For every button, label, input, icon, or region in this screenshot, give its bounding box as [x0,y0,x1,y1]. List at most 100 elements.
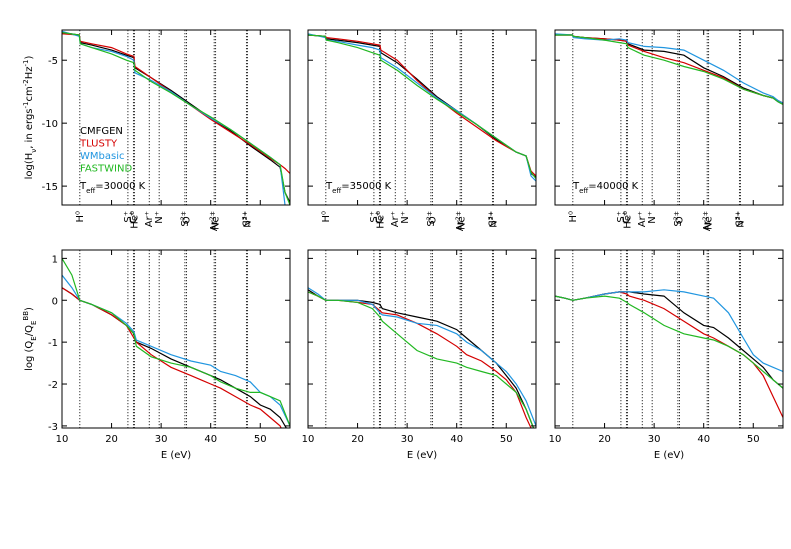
label-part: Hz [24,66,35,79]
edge-label: N²⁺ [735,211,746,228]
edge-label: C⁺ [621,211,632,223]
label-part: T [572,181,580,192]
label-part: log(H [24,153,35,180]
x-axis-label: E (eV) [161,450,191,461]
series-line [62,258,290,427]
edge-label: He⁰ [129,211,140,229]
series-line [62,33,290,174]
label-part: -2 [22,79,30,86]
series-line [308,34,536,177]
label-part: /Q [24,325,35,336]
x-axis-label: E (eV) [407,450,437,461]
edge-label: H⁰ [568,211,579,223]
x-tick-label: 30 [401,434,414,445]
panel: H⁰ S⁺C⁺He⁰ Ar⁺N⁺ S²⁺O⁺ Ar²⁺Ne⁺ S³⁺N²⁺ Teff=400… [554,29,784,231]
label-part: log (Q [24,341,35,371]
edge-label: H⁰ [75,211,86,223]
series-line [62,31,290,205]
panel: 10 20 30 40 50 E (eV) [549,249,784,461]
label-part: , in ergs [24,108,35,148]
label-part: BB [22,311,30,321]
edge-label: Ar⁺ [637,211,648,227]
y-axis-label: log (QE/QEBB) [22,307,38,371]
edge-label: S⁺ [123,211,134,223]
frame [554,249,784,429]
frame [307,29,537,206]
x-tick-label: 20 [351,434,364,445]
label-part: eff [332,187,341,195]
series-line [555,291,783,389]
edge-label: Ne⁺ [457,211,468,230]
x-tick-label: 20 [598,434,611,445]
y-tick-label: -5 [48,56,58,67]
edge-label: S²⁺ [180,211,191,227]
series-line [308,291,535,428]
edge-label: O⁺ [674,211,685,224]
series-line [62,287,287,428]
edge-label: Ar²⁺ [702,211,713,231]
edge-label: C⁺ [128,211,139,223]
series-line [555,34,783,105]
x-tick-label: 40 [697,434,710,445]
series-line [555,295,783,389]
edge-label: Ar²⁺ [455,211,466,231]
edge-label: Ar²⁺ [209,211,220,231]
label-part: E [30,336,38,340]
label-part: =30000 K [95,181,145,192]
label-part: cm [24,86,35,101]
x-tick-label: 40 [204,434,217,445]
label-part: -1 [22,60,30,67]
edge-label: Ar⁺ [144,211,155,227]
legend-entry: TLUSTY [79,139,118,150]
edge-label: N⁺ [400,211,411,224]
edge-label: N⁺ [154,211,165,224]
series-line [308,34,536,179]
edge-label: S³⁺ [734,211,745,227]
x-tick-label: 20 [105,434,118,445]
edge-label: S²⁺ [673,211,684,227]
label-part: eff [86,187,95,195]
edge-label: S³⁺ [487,211,498,227]
x-tick-label: 10 [549,434,562,445]
x-tick-label: 50 [254,434,267,445]
edge-label: O⁺ [427,211,438,224]
series-line [308,289,535,428]
y-tick-label: -10 [42,119,58,130]
label-part: ν [30,149,38,153]
panel: H⁰ S⁺C⁺He⁰ Ar⁺N⁺ S²⁺O⁺ Ar²⁺Ne⁺ S³⁺N²⁺ Teff=350… [307,29,537,231]
edge-label: N⁺ [647,211,658,224]
label-part: T [325,181,333,192]
frame [307,249,537,429]
panel: H⁰ S⁺C⁺He⁰ Ar⁺N⁺ S²⁺O⁺ Ar²⁺Ne⁺ S³⁺N²⁺ -5 -10 -15… [22,29,291,231]
edge-label: C⁺ [374,211,385,223]
x-axis-label: E (eV) [654,450,684,461]
label-part: ) [24,307,35,311]
x-tick-label: 50 [500,434,513,445]
edge-label: N²⁺ [242,211,253,228]
label-part: =35000 K [341,181,391,192]
frame [61,29,291,206]
y-tick-label: 1 [52,254,58,265]
legend-entry: FASTWIND [80,164,132,175]
edge-label: Ar⁺ [390,211,401,227]
series-line [62,31,290,203]
panel: 10 20 30 40 50 E (eV) [302,249,537,461]
frame [554,29,784,206]
y-tick-label: 0 [52,296,58,307]
series-line [555,34,783,104]
x-tick-label: 30 [648,434,661,445]
series-line [308,34,536,178]
frame [61,249,291,429]
y-tick-label: -3 [48,422,58,433]
y-tick-label: -2 [48,380,58,391]
label-part: eff [579,187,588,195]
y-tick-label: -15 [42,182,58,193]
edge-label: S²⁺ [426,211,437,227]
series-line [308,287,536,427]
annotation: Teff=40000 K [572,181,639,195]
edge-label: S⁺ [369,211,380,223]
edge-label: He⁰ [375,211,386,229]
series-line [62,287,282,428]
